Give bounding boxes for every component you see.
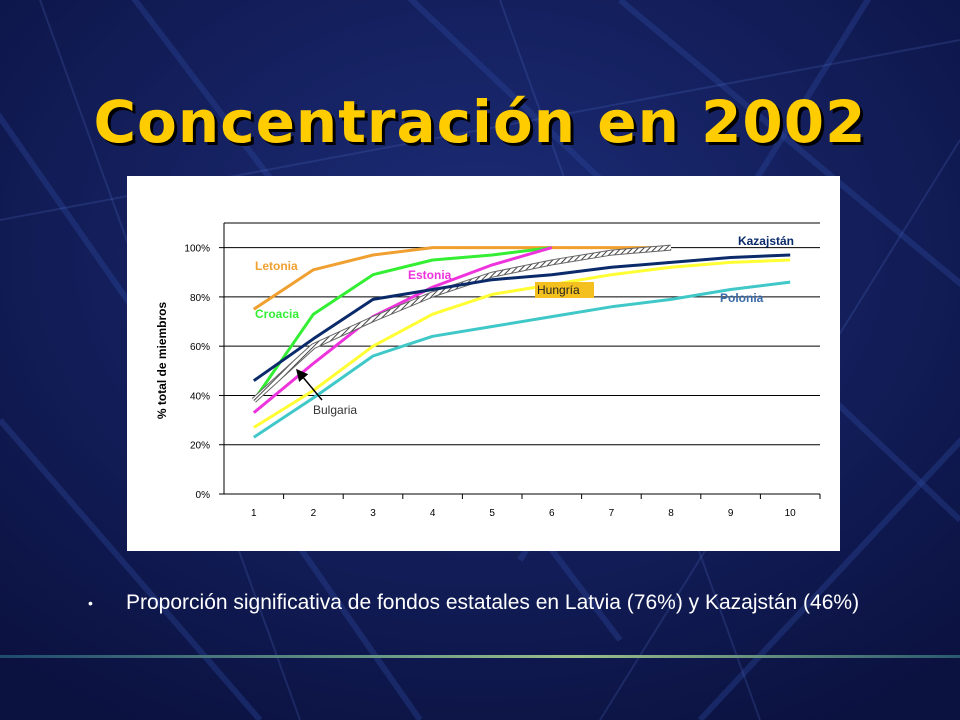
annotation-letonia: Letonia bbox=[255, 259, 298, 273]
y-axis-label: % total de miembros bbox=[155, 301, 169, 419]
slide-title: Concentración en 2002 bbox=[93, 88, 867, 156]
x-tick-label: 10 bbox=[785, 508, 797, 519]
chart-panel: 0% 20% 40% 60% 80% 100% 1 2 3 4 5 6 7 8 9 10 % total de … bbox=[127, 176, 840, 551]
x-tick-label: 5 bbox=[489, 508, 495, 519]
x-tick-label: 2 bbox=[311, 508, 317, 519]
y-tick-label: 0% bbox=[196, 490, 211, 501]
bullet-dot-icon: • bbox=[88, 595, 93, 611]
series-line-hungra bbox=[253, 258, 791, 429]
x-tick-label: 3 bbox=[370, 508, 376, 519]
annotation-polonia: Polonia bbox=[720, 291, 764, 305]
series-line-letonia bbox=[252, 246, 671, 311]
concentration-line-chart: 0% 20% 40% 60% 80% 100% 1 2 3 4 5 6 7 8 9 10 % total de … bbox=[155, 222, 821, 519]
x-tick-label: 4 bbox=[430, 508, 436, 519]
x-tick-label: 1 bbox=[251, 508, 257, 519]
bullet-text: Proporción significativa de fondos estat… bbox=[126, 591, 860, 614]
annotation-estonia: Estonia bbox=[408, 268, 452, 282]
annotation-croacia: Croacia bbox=[255, 307, 299, 321]
series-line-croacia bbox=[252, 246, 552, 402]
series-line-kazajstn bbox=[252, 253, 791, 382]
x-tick-label: 8 bbox=[668, 508, 674, 519]
divider-line bbox=[0, 655, 960, 658]
y-tick-label: 100% bbox=[184, 244, 210, 255]
annotation-hungra: Hungría bbox=[537, 283, 580, 297]
annotation-hungra-highlight bbox=[535, 282, 594, 298]
y-tick-label: 40% bbox=[190, 391, 210, 402]
y-tick-label: 60% bbox=[190, 342, 210, 353]
x-tick-label: 7 bbox=[609, 508, 615, 519]
x-tick-label: 9 bbox=[728, 508, 734, 519]
y-tick-label: 80% bbox=[190, 293, 210, 304]
annotation-bulgaria: Bulgaria bbox=[313, 403, 357, 417]
annotation-kazajstn: Kazajstán bbox=[738, 234, 794, 248]
x-tick-label: 6 bbox=[549, 508, 555, 519]
series-line-polonia bbox=[252, 280, 791, 439]
y-tick-label: 20% bbox=[190, 441, 210, 452]
bulgaria-arrow-icon bbox=[296, 368, 323, 401]
